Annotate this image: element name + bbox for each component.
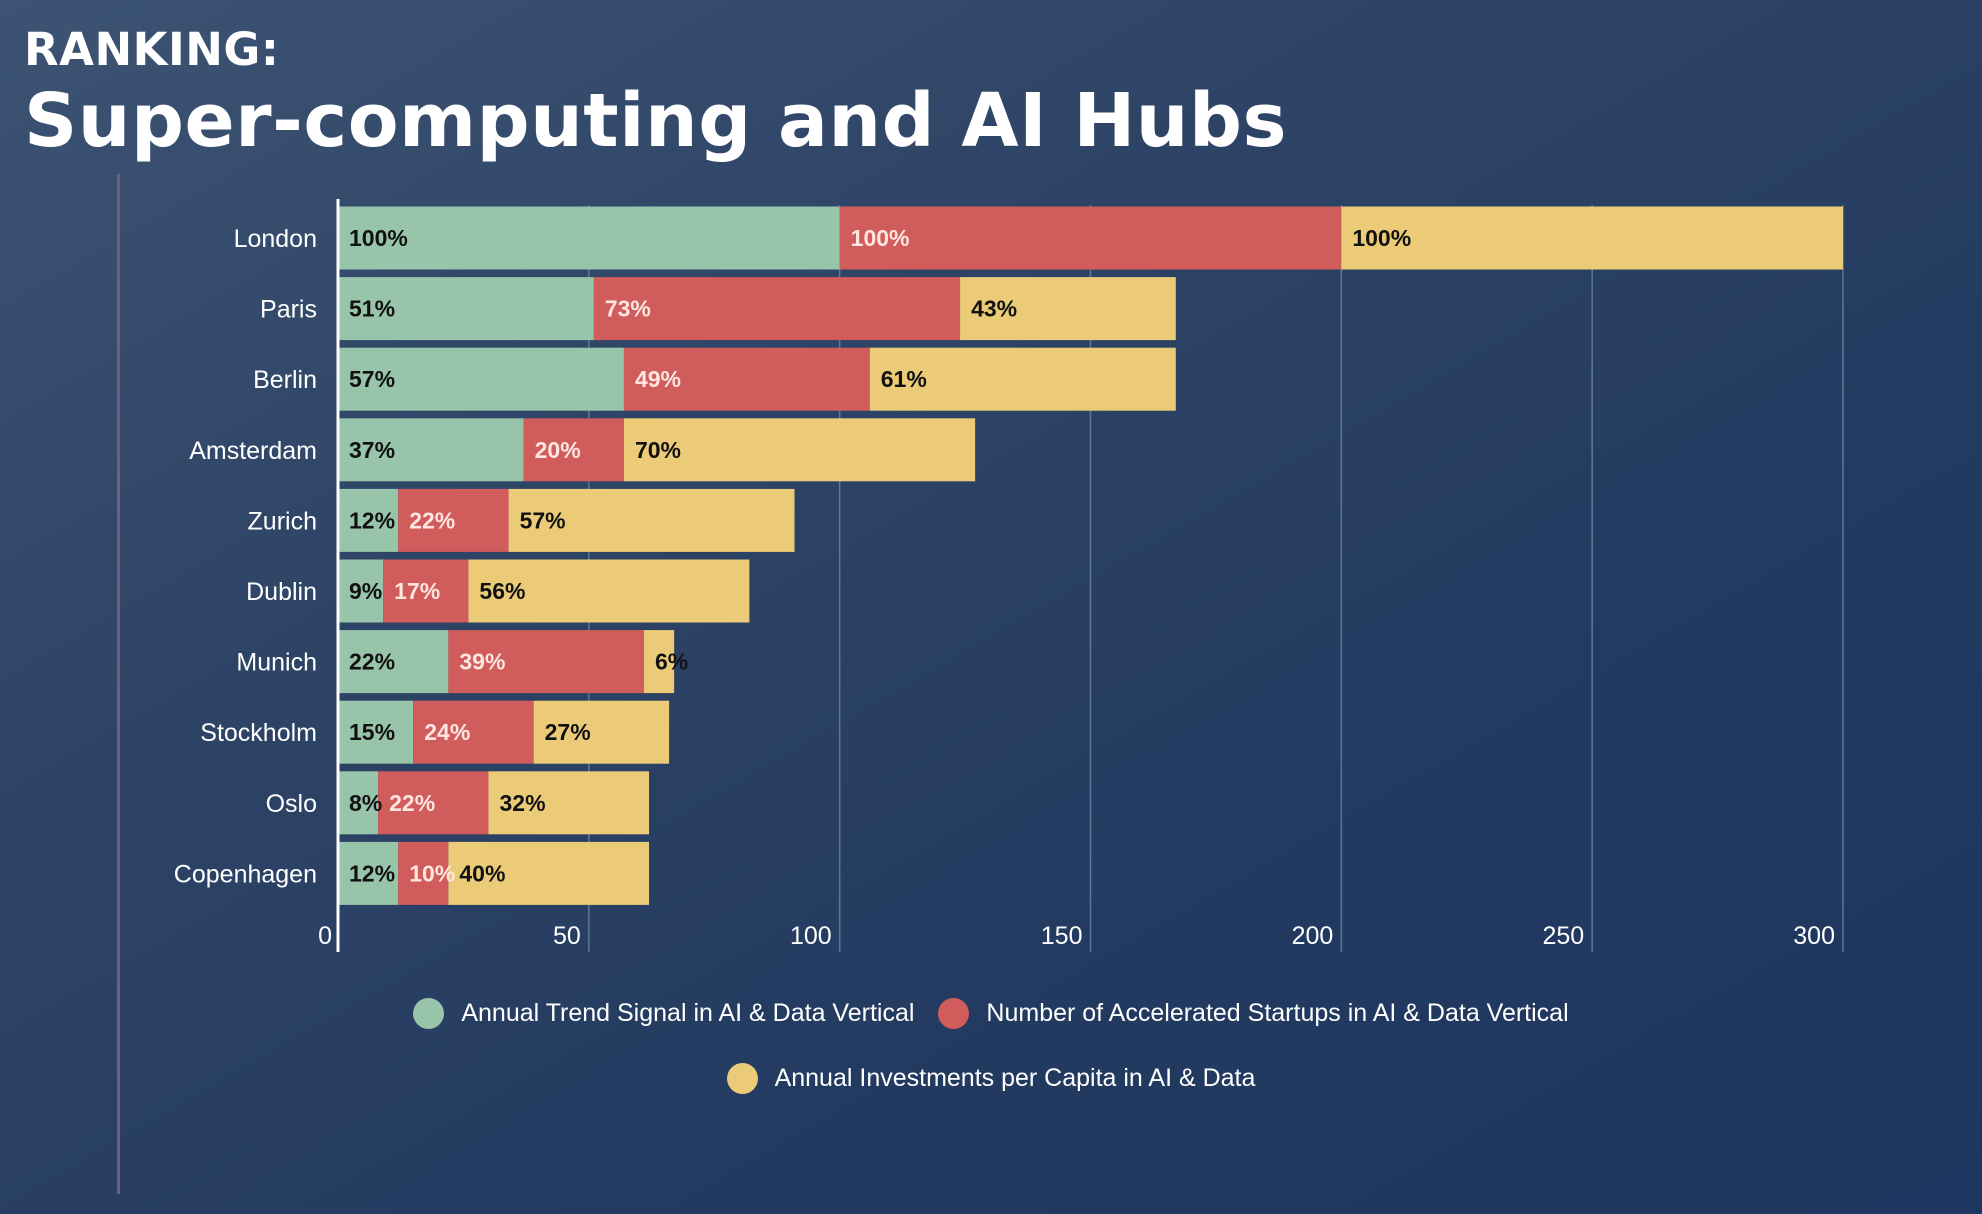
bar-segment [398, 841, 449, 905]
data-labels: 100% 100% 100% 51% 73% 43% 57% 49% 61% 37% 20% 70% 1… [349, 225, 1411, 886]
data-label: 51% [349, 296, 395, 322]
legend-swatch-investments [726, 1063, 758, 1094]
bar-segment [448, 841, 650, 905]
side-divider [117, 174, 120, 1194]
bar-segment [338, 488, 399, 552]
category-label: London [234, 225, 317, 253]
bar-segment [338, 630, 449, 694]
legend-label: Annual Trend Signal in AI & Data Vertica… [461, 999, 915, 1027]
data-label: 100% [349, 225, 408, 251]
x-tick-label: 300 [1793, 922, 1835, 950]
bar-segment [644, 630, 675, 694]
data-label: 56% [479, 578, 525, 604]
data-label: 61% [881, 366, 927, 392]
bar-segment [508, 488, 795, 552]
title-block: RANKING: Super-computing and AI Hubs [24, 22, 1287, 168]
bar-segment [378, 771, 489, 835]
data-label: 8% [349, 790, 382, 816]
category-label: Zurich [248, 507, 317, 535]
x-tick-label: 150 [1041, 922, 1083, 950]
category-label: Munich [236, 649, 317, 677]
bar-segment [468, 559, 750, 623]
data-label: 22% [349, 649, 395, 675]
legend-swatch-startups [938, 998, 970, 1029]
data-label: 20% [535, 437, 581, 463]
data-label: 22% [409, 507, 455, 533]
legend-item: Annual Trend Signal in AI & Data Vertica… [413, 998, 914, 1029]
chart-subtitle: RANKING: [24, 23, 280, 76]
data-label: 12% [349, 507, 395, 533]
data-label: 57% [520, 507, 566, 533]
bar-segment [338, 700, 414, 764]
x-axis-ticks: 0 50 100 150 200 250 300 [318, 922, 1835, 950]
bar-segment [623, 418, 976, 482]
x-tick-label: 250 [1542, 922, 1584, 950]
data-label: 40% [459, 860, 505, 886]
data-label: 49% [635, 366, 681, 392]
data-label: 24% [424, 719, 470, 745]
bar-segment [839, 206, 1342, 270]
data-label: 12% [349, 860, 395, 886]
bar-segment [413, 700, 534, 764]
data-label: 27% [545, 719, 591, 745]
bar-segment [593, 277, 961, 341]
data-label: 100% [851, 225, 910, 251]
category-label: Stockholm [200, 719, 317, 747]
category-label: Berlin [253, 366, 317, 394]
bar-segment [1341, 206, 1843, 270]
legend-row-2: Annual Investments per Capita in AI & Da… [0, 1063, 1982, 1094]
data-label: 15% [349, 719, 395, 745]
data-label: 43% [971, 296, 1017, 322]
bars [338, 206, 1843, 905]
data-label: 22% [389, 790, 435, 816]
x-tick-label: 200 [1292, 922, 1334, 950]
bar-segment [488, 771, 650, 835]
x-tick-label: 100 [790, 922, 832, 950]
x-tick-label: 50 [553, 922, 581, 950]
data-label: 37% [349, 437, 395, 463]
data-label: 32% [500, 790, 546, 816]
bar-segment [960, 277, 1176, 341]
bar-segment [869, 347, 1176, 411]
bar-segment [623, 347, 870, 411]
bar-segment [533, 700, 670, 764]
data-label: 70% [635, 437, 681, 463]
bar-segment [398, 488, 509, 552]
data-label: 6% [655, 649, 688, 675]
category-label: Amsterdam [189, 437, 317, 465]
data-label: 9% [349, 578, 382, 604]
bar-segment [338, 771, 379, 835]
legend-swatch-trend [413, 998, 445, 1029]
bar-segment [338, 206, 840, 270]
chart-title: Super-computing and AI Hubs [24, 78, 1288, 164]
x-tick-label: 0 [318, 922, 332, 950]
bar-segment [383, 559, 469, 623]
bar-segment [338, 277, 594, 341]
bar-segment [338, 347, 624, 411]
legend-label: Number of Accelerated Startups in AI & D… [986, 999, 1569, 1027]
data-label: 73% [605, 296, 651, 322]
legend-item: Number of Accelerated Startups in AI & D… [938, 998, 1569, 1029]
category-labels: London Paris Berlin Amsterdam Zurich Dublin Mu… [174, 225, 317, 888]
bar-segment [523, 418, 624, 482]
legend-item: Annual Investments per Capita in AI & Da… [726, 1063, 1256, 1094]
data-label: 39% [459, 649, 505, 675]
category-label: Oslo [266, 790, 317, 818]
category-label: Dublin [246, 578, 317, 606]
data-label: 17% [394, 578, 440, 604]
bar-segment [338, 841, 399, 905]
data-label: 100% [1352, 225, 1411, 251]
category-label: Copenhagen [174, 860, 317, 888]
legend-label: Annual Investments per Capita in AI & Da… [774, 1064, 1256, 1092]
legend-row-1: Annual Trend Signal in AI & Data Vertica… [0, 998, 1982, 1029]
bar-segment [338, 559, 384, 623]
bar-segment [448, 630, 645, 694]
data-label: 10% [409, 860, 455, 886]
bar-segment [338, 418, 524, 482]
category-label: Paris [260, 296, 317, 324]
data-label: 57% [349, 366, 395, 392]
